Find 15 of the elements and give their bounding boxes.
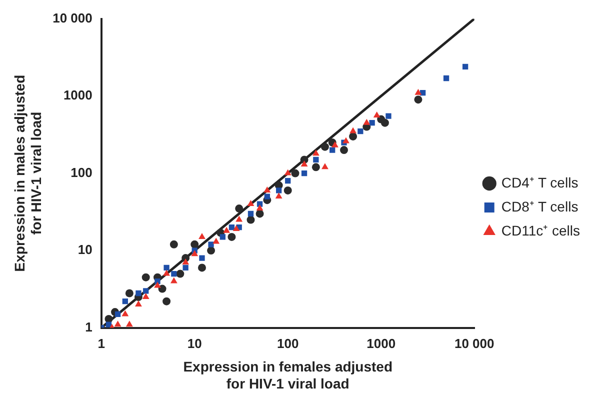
- legend-label: CD11c⁺ cells: [501, 222, 580, 238]
- x-tick-label: 1000: [366, 336, 396, 352]
- y-tick-label: 1: [85, 319, 92, 334]
- y-tick-label: 10 000: [52, 10, 92, 26]
- x-tick-label: 10 000: [454, 336, 494, 352]
- y-tick-label: 100: [70, 164, 92, 180]
- y-axis-title: Expression in males adjusted for HIV-1 viral load: [11, 74, 44, 272]
- x-tick-label: 1: [98, 336, 105, 352]
- x-axis-title: Expression in females adjusted for HIV-1 viral load: [183, 358, 393, 392]
- y-tick-label: 1000: [63, 88, 92, 103]
- x-tick-label: 10: [187, 336, 202, 352]
- legend-label: CD8⁺ T cells: [501, 198, 578, 214]
- y-tick-label: 10: [78, 242, 92, 258]
- legend-label: CD4⁺ T cells: [501, 174, 578, 190]
- x-tick-label: 100: [277, 336, 299, 352]
